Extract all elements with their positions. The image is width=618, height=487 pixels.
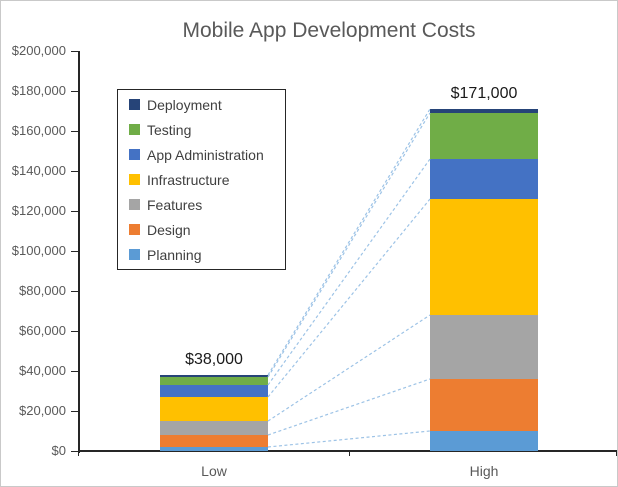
legend-item-planning: Planning	[129, 247, 285, 263]
y-tick-label: $60,000	[19, 323, 66, 338]
chart-title: Mobile App Development Costs	[182, 19, 476, 42]
bar-segment-low-app-administration	[160, 385, 268, 397]
x-axis-label-high: High	[469, 463, 499, 479]
x-axis-label-low: Low	[201, 463, 227, 479]
y-tick	[71, 210, 78, 212]
legend-label: Features	[147, 196, 203, 213]
legend-item-deployment: Deployment	[129, 97, 285, 113]
legend-swatch-infrastructure	[129, 174, 140, 185]
bar-segment-low-infrastructure	[160, 397, 268, 421]
bar-segment-low-features	[160, 421, 268, 435]
legend-swatch-design	[129, 224, 140, 235]
x-tick	[616, 451, 617, 456]
legend-label: Testing	[147, 121, 192, 138]
y-tick-label: $40,000	[19, 363, 66, 378]
bar-segment-low-deployment	[160, 375, 268, 377]
bar-segment-high-planning	[430, 431, 538, 451]
y-tick-label: $100,000	[11, 243, 66, 258]
y-tick-label: $20,000	[19, 403, 66, 418]
legend-swatch-planning	[129, 249, 140, 260]
legend: Deployment Testing App Administration Infra…	[117, 89, 286, 270]
bar-segment-high-testing	[430, 113, 538, 159]
y-tick	[71, 330, 78, 332]
x-tick	[78, 451, 79, 456]
connector-line-planning	[267, 430, 431, 448]
bar-segment-high-app-administration	[430, 159, 538, 199]
y-tick-label: $120,000	[11, 203, 66, 218]
y-tick-label: $80,000	[19, 283, 66, 298]
connector-line-deployment	[267, 108, 431, 376]
legend-swatch-app-administration	[129, 149, 140, 160]
y-tick-label: $180,000	[11, 83, 66, 98]
bar-segment-high-features	[430, 315, 538, 379]
y-tick	[71, 130, 78, 132]
bar-segment-low-planning	[160, 447, 268, 451]
y-tick	[71, 290, 78, 292]
y-axis-line	[78, 51, 80, 453]
y-tick	[71, 250, 78, 252]
connector-line-app-administration	[267, 158, 431, 386]
y-tick	[71, 370, 78, 372]
y-tick	[71, 410, 78, 412]
legend-swatch-deployment	[129, 99, 140, 110]
bar-segment-low-design	[160, 435, 268, 447]
y-tick-label: $140,000	[11, 163, 66, 178]
connector-line-testing	[267, 112, 431, 378]
legend-item-features: Features	[129, 197, 285, 213]
y-tick-label: $200,000	[11, 43, 66, 58]
legend-item-testing: Testing	[129, 122, 285, 138]
x-tick	[349, 451, 350, 456]
legend-item-app-administration: App Administration	[129, 147, 285, 163]
connector-line-design	[267, 378, 431, 436]
data-label-low: $38,000	[185, 351, 243, 368]
connector-line-features	[267, 314, 431, 422]
y-tick-label: $0	[51, 443, 66, 458]
bar-segment-low-testing	[160, 377, 268, 385]
legend-label: Infrastructure	[147, 171, 230, 188]
legend-label: App Administration	[147, 146, 264, 163]
legend-label: Design	[147, 221, 191, 238]
y-tick-label: $160,000	[11, 123, 66, 138]
y-tick	[71, 170, 78, 172]
legend-swatch-features	[129, 199, 140, 210]
legend-label: Deployment	[147, 96, 222, 113]
y-tick	[71, 50, 78, 52]
y-tick	[71, 90, 78, 92]
data-label-high: $171,000	[450, 85, 518, 102]
bar-segment-high-design	[430, 379, 538, 431]
y-tick	[71, 450, 78, 452]
bar-segment-high-infrastructure	[430, 199, 538, 315]
legend-item-infrastructure: Infrastructure	[129, 172, 285, 188]
legend-swatch-testing	[129, 124, 140, 135]
connector-line-infrastructure	[267, 198, 431, 398]
legend-item-design: Design	[129, 222, 285, 238]
legend-label: Planning	[147, 246, 202, 263]
x-axis-line	[78, 450, 617, 452]
bar-segment-high-deployment	[430, 109, 538, 113]
